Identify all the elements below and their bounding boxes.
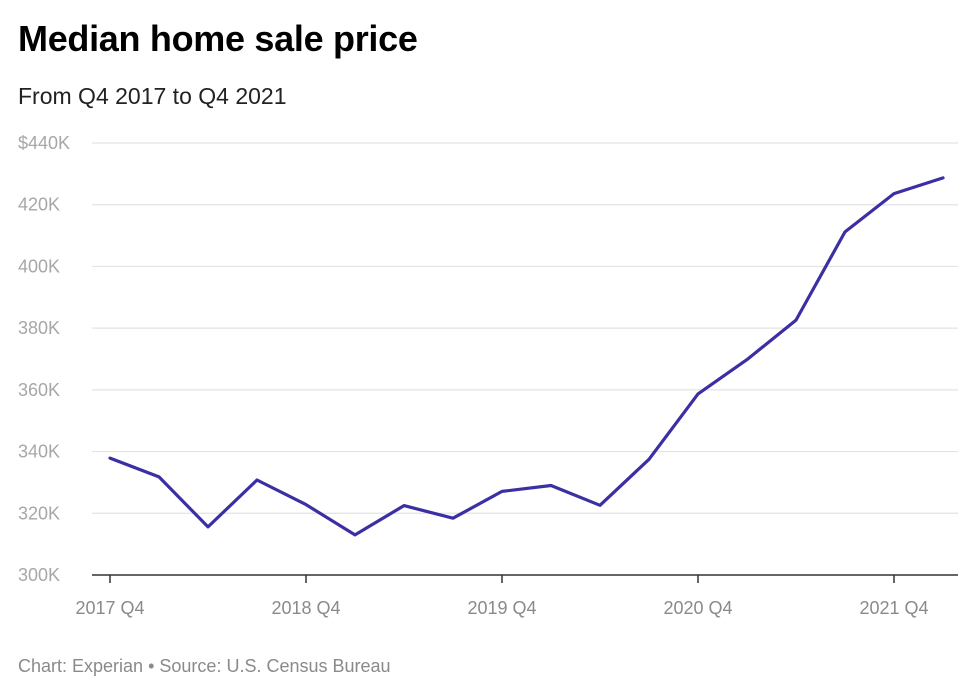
data-point — [255, 478, 259, 482]
gridlines — [92, 142, 958, 514]
data-point — [941, 176, 945, 180]
data-point — [402, 504, 406, 508]
x-tick-label: 2017 Q4 — [75, 598, 144, 618]
chart-title: Median home sale price — [18, 18, 418, 59]
y-tick-label: 420K — [18, 195, 60, 215]
chart-credit: Chart: Experian — [18, 656, 144, 676]
y-tick-label: 400K — [18, 256, 60, 276]
data-point — [353, 533, 357, 537]
x-tick-label: 2020 Q4 — [663, 598, 732, 618]
data-point — [745, 358, 749, 362]
chart-subtitle: From Q4 2017 to Q4 2021 — [18, 83, 287, 109]
data-point — [549, 484, 553, 488]
data-point — [598, 503, 602, 507]
y-tick-label: 340K — [18, 442, 60, 462]
y-tick-label: 360K — [18, 380, 60, 400]
data-point — [157, 475, 161, 479]
chart-source: Source: U.S. Census Bureau — [159, 656, 391, 676]
data-point — [108, 456, 112, 460]
y-axis-ticks: 300K 320K 340K 360K 380K 400K 420K $440K — [18, 133, 70, 585]
data-point — [647, 457, 651, 461]
y-tick-label: 320K — [18, 503, 60, 523]
series-line — [108, 176, 945, 537]
y-tick-label: $440K — [18, 133, 70, 153]
line-chart: 300K 320K 340K 360K 380K 400K 420K $440K 2017 Q… — [18, 133, 958, 618]
data-point — [843, 230, 847, 234]
data-point — [206, 525, 210, 529]
data-point — [500, 489, 504, 493]
x-axis: 2017 Q4 2018 Q4 2019 Q4 2020 Q4 2021 Q4 — [75, 574, 958, 618]
footer-separator: • — [148, 656, 155, 676]
y-tick-label: 300K — [18, 565, 60, 585]
series-line-layer — [108, 176, 945, 537]
data-point — [696, 392, 700, 396]
data-point — [892, 192, 896, 196]
data-point — [451, 516, 455, 520]
data-point — [304, 503, 308, 507]
y-tick-label: 380K — [18, 318, 60, 338]
data-point — [794, 318, 798, 322]
chart-footer: Chart: Experian • Source: U.S. Census Bu… — [18, 656, 391, 677]
x-tick-label: 2018 Q4 — [271, 598, 340, 618]
x-tick-label: 2021 Q4 — [859, 598, 928, 618]
x-tick-label: 2019 Q4 — [467, 598, 536, 618]
